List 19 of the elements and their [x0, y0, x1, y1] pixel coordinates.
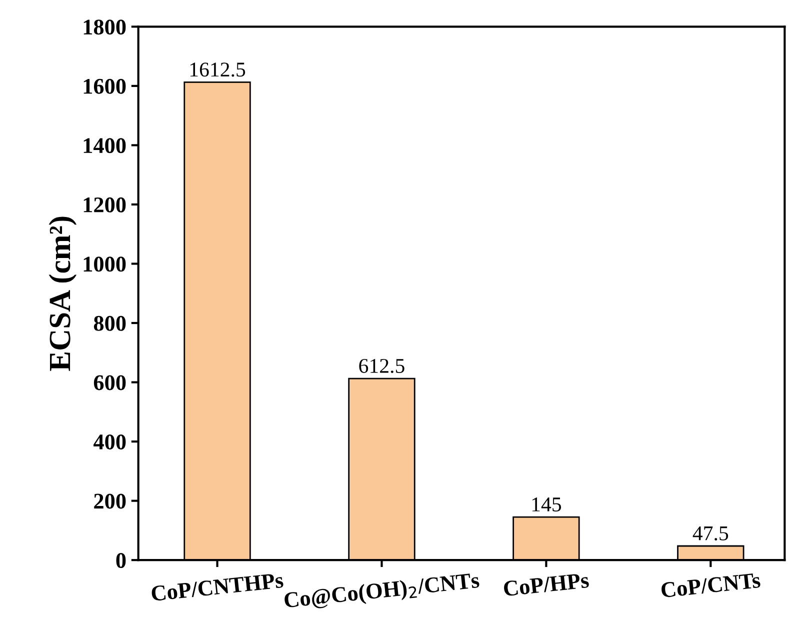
- y-tick-label: 1400: [84, 138, 126, 154]
- y-tick-label: 400: [93, 434, 126, 450]
- y-tick-label: 1800: [84, 20, 126, 35]
- y-tick-label: 1600: [84, 78, 126, 94]
- y-tick-label: 200: [94, 494, 126, 509]
- y-axis-title: ECSA (cm²): [48, 216, 77, 371]
- data-label: 1612.5: [190, 62, 246, 77]
- y-tick-label: 0: [116, 553, 126, 568]
- data-label: 612.5: [359, 358, 404, 374]
- y-tick-label: 800: [94, 316, 126, 331]
- y-tick-label: 1200: [84, 197, 126, 212]
- data-label: 47.5: [692, 526, 728, 540]
- x-tick-label: CoP/HPs: [503, 572, 590, 596]
- y-tick-label: 600: [94, 375, 126, 390]
- y-tick-label: 1000: [84, 256, 126, 272]
- data-label: 145: [532, 498, 562, 512]
- x-tick-label: Co@Co(OH)$_{2}$/CNTs: [284, 572, 480, 612]
- x-tick-label: CoP/CNTs: [660, 572, 761, 598]
- x-tick-label: CoP/CNTHPs: [151, 572, 284, 602]
